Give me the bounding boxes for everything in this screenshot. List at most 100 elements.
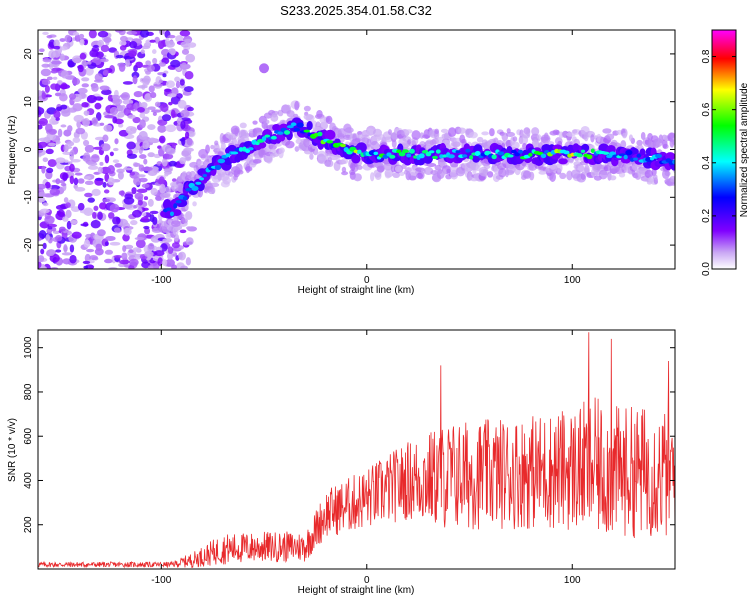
spectrogram-ridge-core (540, 153, 547, 159)
spectrogram-noise-blob (69, 149, 75, 157)
spectrogram-ridge-core (590, 148, 595, 154)
spectrogram-noise-blob (102, 181, 107, 188)
spectrogram-noise-blob (129, 40, 138, 49)
spectrogram-halo-blob (231, 137, 238, 146)
spectrogram-halo-blob (192, 201, 197, 207)
spectrogram-noise-blob (182, 90, 192, 96)
spectrogram-halo-blob (434, 128, 440, 135)
spectrogram-noise-blob (39, 197, 46, 203)
spectrogram-noise-blob (99, 202, 107, 210)
spectrogram-halo-blob (505, 131, 516, 138)
spectrogram-ridge-core (474, 150, 481, 157)
spectrogram-halo-blob (172, 225, 179, 236)
spectrogram-noise-blob (66, 141, 75, 147)
spectrogram-noise-blob (147, 198, 154, 207)
spectrogram-noise-blob (84, 192, 93, 198)
spectrogram-halo-blob (522, 133, 531, 139)
spectrogram-noise-blob (146, 64, 155, 72)
spectrogram-ridge-core (469, 155, 474, 160)
spectrogram-noise-blob (82, 260, 91, 265)
spectrogram-halo-blob (405, 129, 413, 134)
spectrogram-noise-blob (158, 135, 166, 144)
spectrogram-ridge-core (576, 153, 583, 158)
spectrogram-halo-blob (285, 140, 295, 149)
spectrogram-noise-blob (167, 93, 177, 98)
spectrogram-noise-blob (164, 173, 169, 177)
spectrogram-noise-blob (137, 107, 145, 113)
spectrogram-noise-blob (70, 219, 78, 225)
spectrogram-noise-blob (142, 140, 150, 150)
spectrogram-ridge-core (623, 154, 628, 160)
spectrogram-halo-blob (252, 159, 262, 164)
spectrogram-noise-blob (119, 40, 127, 46)
spectrogram-ridge-core (357, 149, 362, 154)
spectrogram-noise-blob (85, 66, 94, 76)
spectrogram-noise-blob (45, 148, 54, 155)
spectrogram-ridge-core (398, 152, 406, 157)
spectrogram-noise-blob (114, 118, 124, 125)
spectrogram-noise-blob (38, 261, 42, 269)
spectrogram-noise-blob (61, 110, 71, 117)
spectrogram-noise-blob (93, 205, 99, 211)
spectrogram-noise-blob (50, 69, 58, 74)
spectrogram-noise-blob (87, 165, 99, 170)
spectrogram-ridge-core (429, 150, 435, 154)
spectrogram-halo-blob (344, 127, 354, 134)
spectrogram-noise-blob (133, 162, 141, 167)
spectrogram-noise-blob (180, 265, 188, 269)
spectrogram-halo-blob (487, 171, 494, 178)
spectrogram-noise-blob (109, 203, 120, 213)
spectrogram-noise-blob (170, 109, 176, 119)
spectrogram-ridge-core (199, 177, 205, 181)
spectrogram-ridge-core (326, 140, 334, 144)
spectrogram-halo-blob (670, 178, 675, 183)
spectrogram-halo-blob (263, 119, 270, 125)
spectrogram-noise-blob (65, 145, 73, 149)
spectrogram-noise-blob (102, 134, 109, 143)
spectrogram-noise-blob (84, 144, 95, 153)
spectrogram-noise-blob (152, 216, 158, 225)
spectrogram-noise-blob (48, 50, 56, 59)
spectrogram-noise-blob (185, 53, 196, 63)
spectrogram-noise-blob (177, 99, 187, 109)
spectrogram-halo-blob (286, 110, 295, 118)
spectrogram-noise-blob (121, 252, 128, 260)
spectrogram-noise-blob (55, 157, 66, 164)
spectrogram-noise-blob (142, 207, 149, 211)
spectrogram-noise-blob (128, 50, 137, 58)
spectrogram-noise-blob (84, 176, 91, 180)
spectrogram-ridge-core (202, 174, 208, 178)
spectrogram-ridge-core (396, 149, 402, 154)
spectrogram-noise-blob (42, 58, 52, 63)
spectrogram-halo-blob (483, 164, 491, 169)
spectrogram-halo-blob (662, 138, 668, 149)
spectrogram-halo-blob (536, 134, 542, 140)
spectrogram-halo-blob (640, 131, 646, 140)
spectrogram-ridge-core (373, 151, 379, 156)
spectrogram-noise-blob (136, 188, 148, 193)
spectrogram-halo-blob (628, 134, 633, 142)
spectrogram-noise-blob (79, 39, 85, 46)
spectrogram-noise-blob (133, 176, 142, 186)
spectrogram-halo-blob (237, 169, 244, 175)
spectrogram-ridge-core (195, 181, 202, 185)
spectrogram-noise-blob (126, 30, 138, 36)
spectrogram-halo-blob (512, 136, 518, 142)
y-tick-label: 1000 (23, 336, 34, 359)
spectrogram-halo-blob (442, 168, 447, 176)
spectrogram-noise-blob (141, 212, 147, 217)
spectrogram-noise-blob (80, 223, 89, 227)
colorbar: 0.0 0.2 0.4 0.6 0.8 Normalized spectral ampl… (701, 29, 750, 276)
spectrogram-noise-blob (41, 79, 51, 86)
spectrogram-halo-blob (447, 127, 457, 138)
y-tick-label: 200 (23, 516, 34, 533)
spectrogram-halo-blob (294, 146, 300, 152)
colorbar-tick-label: 0.4 (701, 155, 712, 169)
spectrogram-noise-blob (65, 202, 71, 209)
spectrogram-halo-blob (549, 130, 558, 136)
spectrogram-noise-blob (179, 157, 187, 165)
spectrogram-noise-blob (39, 208, 50, 214)
spectrogram-noise-blob (115, 54, 124, 59)
spectrogram-noise-blob (157, 124, 167, 133)
spectrogram-noise-blob (150, 187, 158, 196)
